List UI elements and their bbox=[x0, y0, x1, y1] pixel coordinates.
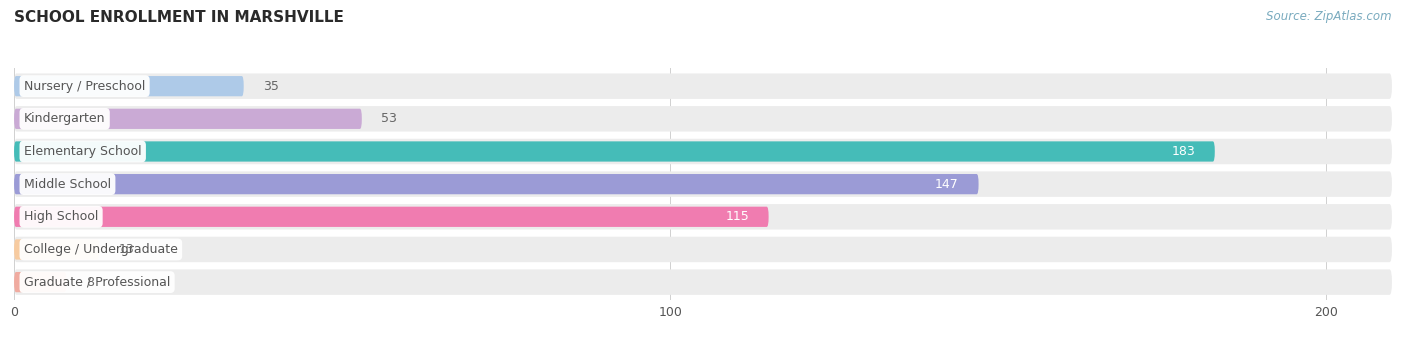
FancyBboxPatch shape bbox=[14, 174, 979, 194]
Text: 8: 8 bbox=[86, 276, 94, 288]
Text: College / Undergraduate: College / Undergraduate bbox=[24, 243, 177, 256]
FancyBboxPatch shape bbox=[14, 272, 66, 292]
FancyBboxPatch shape bbox=[14, 237, 1392, 262]
Text: 13: 13 bbox=[120, 243, 135, 256]
Text: 53: 53 bbox=[381, 112, 398, 125]
Text: 115: 115 bbox=[725, 210, 749, 223]
Text: 183: 183 bbox=[1171, 145, 1195, 158]
FancyBboxPatch shape bbox=[14, 207, 769, 227]
Text: High School: High School bbox=[24, 210, 98, 223]
Text: Elementary School: Elementary School bbox=[24, 145, 142, 158]
FancyBboxPatch shape bbox=[14, 73, 1392, 99]
FancyBboxPatch shape bbox=[14, 204, 1392, 229]
FancyBboxPatch shape bbox=[14, 139, 1392, 164]
Text: Nursery / Preschool: Nursery / Preschool bbox=[24, 80, 145, 93]
FancyBboxPatch shape bbox=[14, 172, 1392, 197]
Text: SCHOOL ENROLLMENT IN MARSHVILLE: SCHOOL ENROLLMENT IN MARSHVILLE bbox=[14, 10, 344, 25]
FancyBboxPatch shape bbox=[14, 142, 1215, 162]
Text: Kindergarten: Kindergarten bbox=[24, 112, 105, 125]
FancyBboxPatch shape bbox=[14, 109, 361, 129]
FancyBboxPatch shape bbox=[14, 269, 1392, 295]
FancyBboxPatch shape bbox=[14, 106, 1392, 132]
FancyBboxPatch shape bbox=[14, 76, 243, 96]
Text: Graduate / Professional: Graduate / Professional bbox=[24, 276, 170, 288]
Text: 35: 35 bbox=[263, 80, 280, 93]
Text: Source: ZipAtlas.com: Source: ZipAtlas.com bbox=[1267, 10, 1392, 23]
Text: 147: 147 bbox=[935, 178, 959, 191]
Text: Middle School: Middle School bbox=[24, 178, 111, 191]
FancyBboxPatch shape bbox=[14, 239, 100, 260]
